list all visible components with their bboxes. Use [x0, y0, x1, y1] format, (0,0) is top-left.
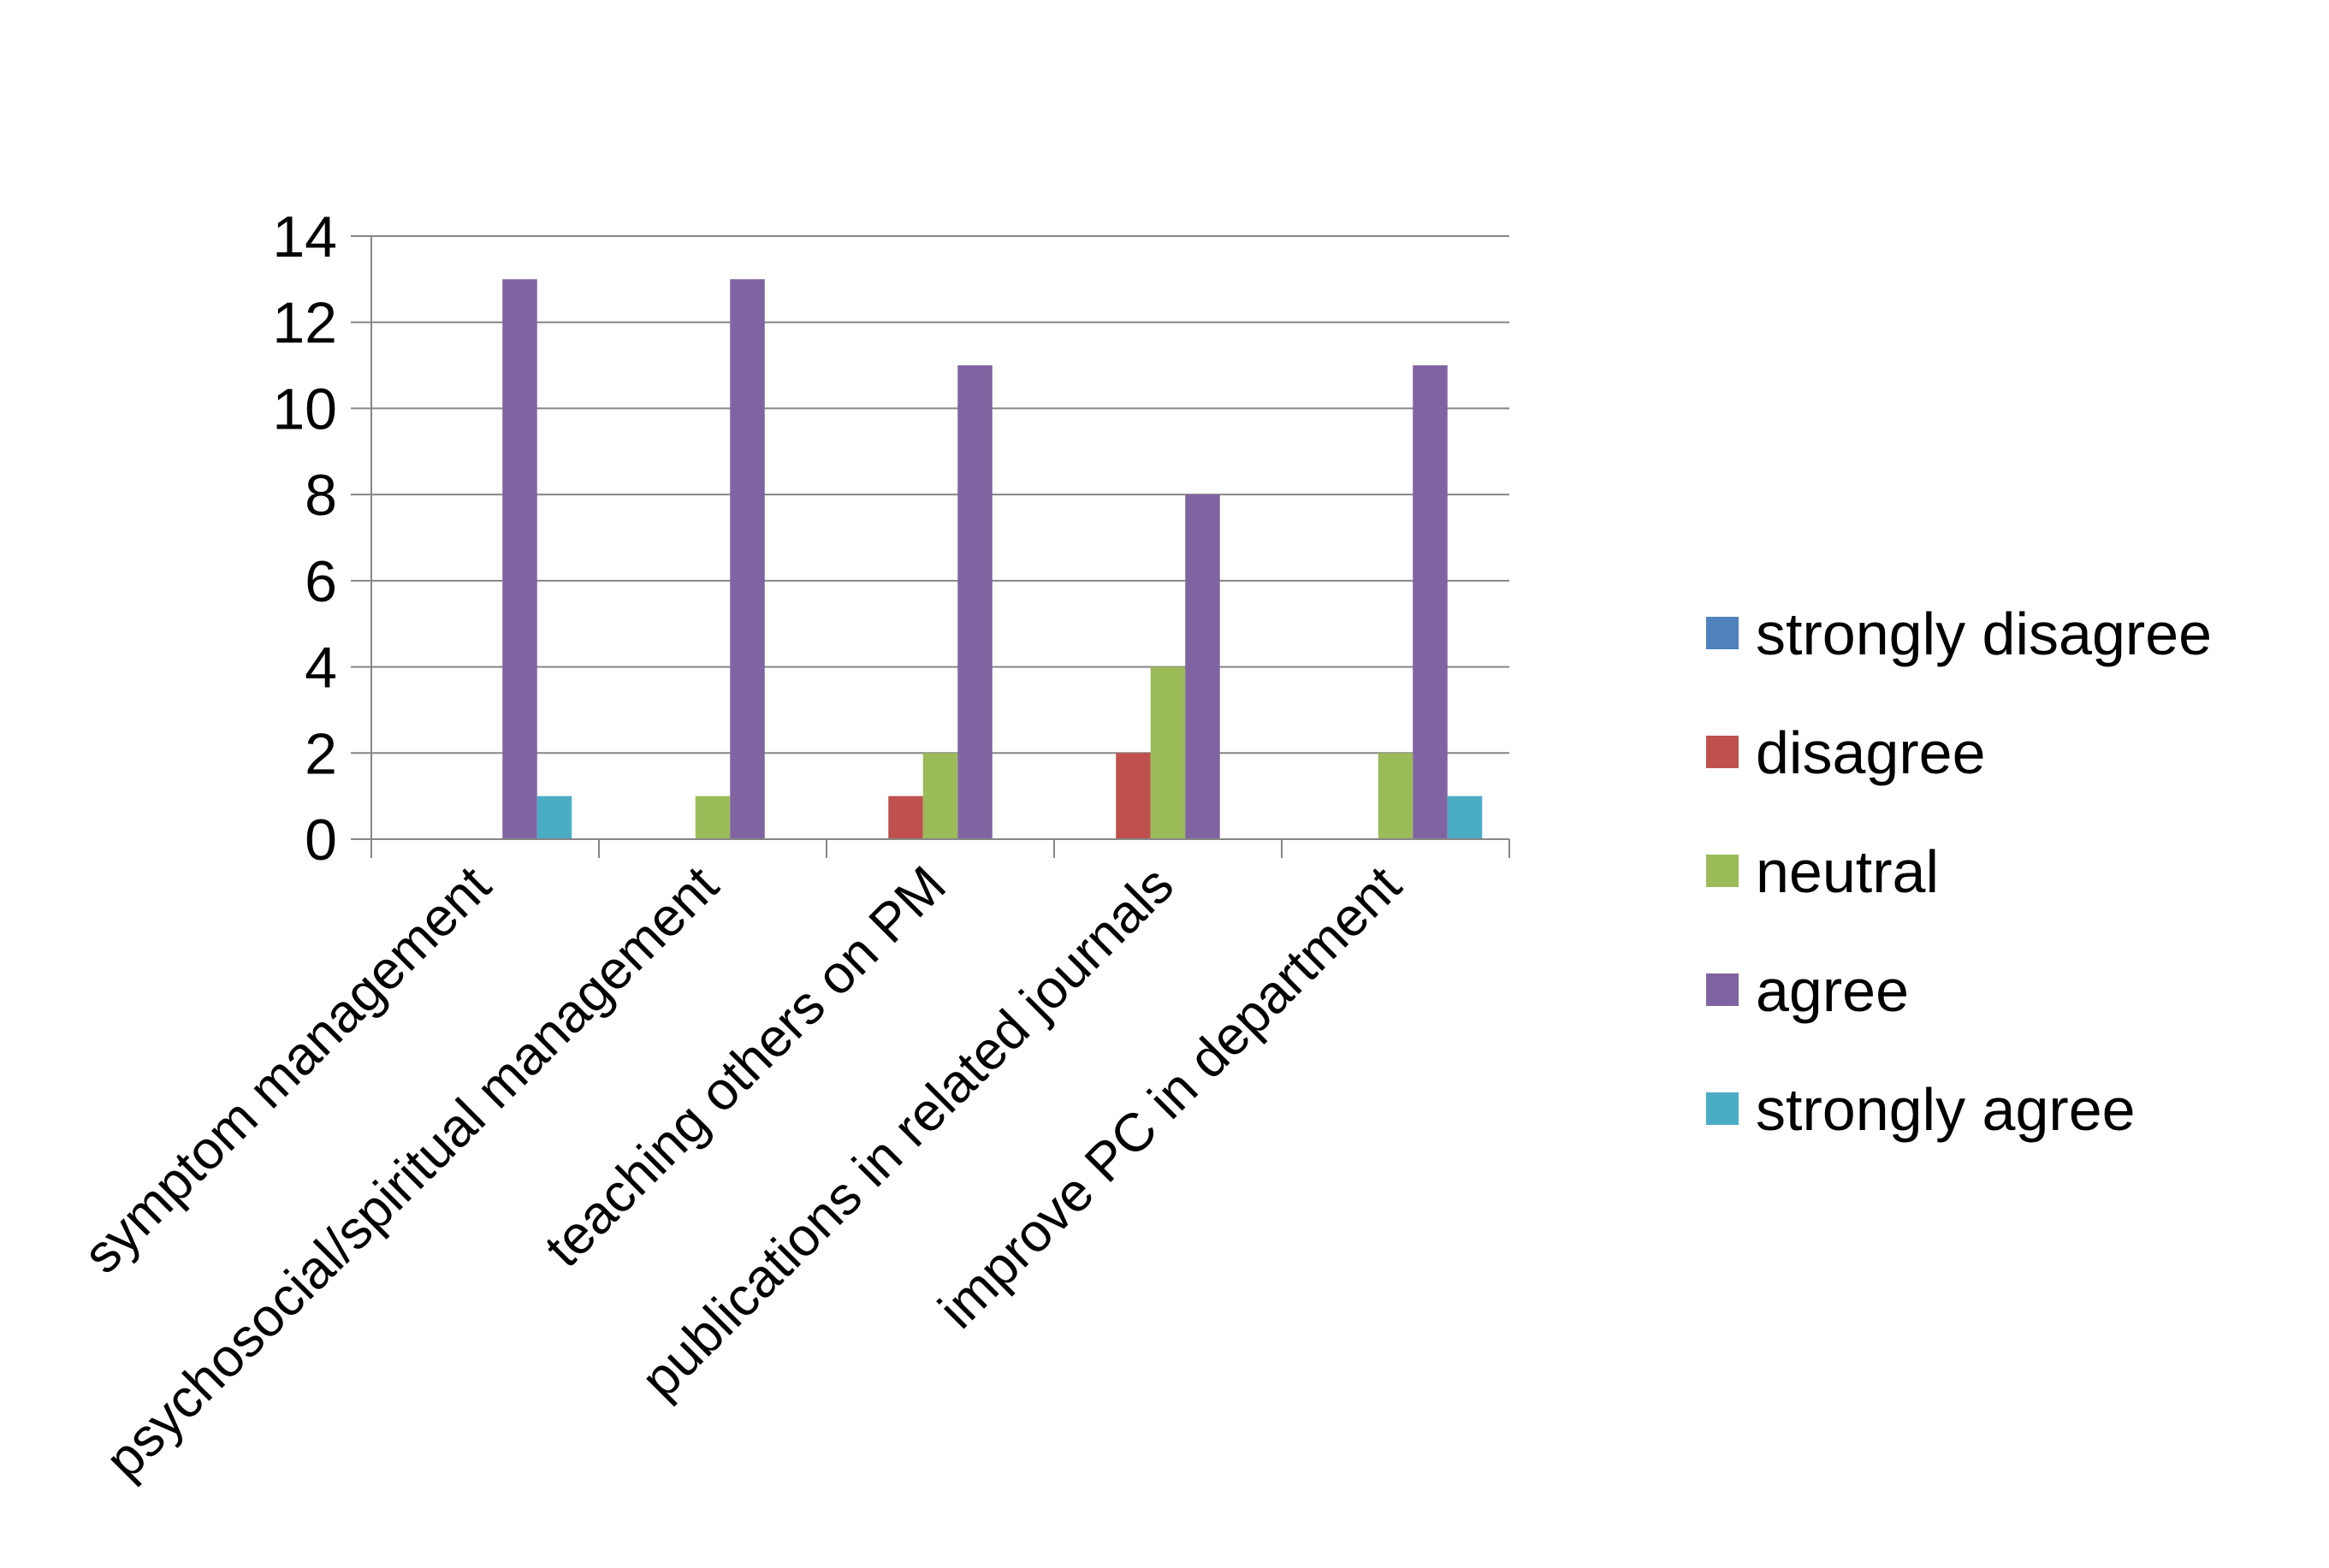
legend-swatch [1706, 973, 1739, 1006]
bar-strongly-agree [1447, 796, 1483, 839]
y-tick-label: 12 [272, 291, 337, 356]
bar-disagree [888, 796, 923, 839]
legend-item: neutral [1706, 838, 1939, 905]
bar-agree [957, 365, 993, 840]
bar-agree [1185, 494, 1220, 839]
legend-label: strongly agree [1756, 1076, 2136, 1143]
legend-label: neutral [1756, 838, 1939, 905]
legend-swatch [1706, 855, 1739, 887]
x-tick-labels: symptom managementpsychosocial/spiritual… [72, 855, 1413, 1490]
bar-neutral [1378, 753, 1413, 839]
y-tick-label: 8 [305, 463, 337, 528]
y-tick-label: 6 [305, 549, 337, 614]
legend: strongly disagree disagree neutral agree str… [1706, 601, 2212, 1143]
y-tick-label: 0 [305, 808, 337, 873]
y-tick-label: 2 [305, 721, 337, 786]
axes [351, 235, 1510, 858]
x-tick-label: teaching others on PM [534, 855, 957, 1278]
y-tick-label: 14 [272, 204, 337, 269]
y-tick-label: 4 [305, 636, 337, 701]
legend-item: disagree [1706, 719, 1986, 786]
bar-agree [1413, 365, 1448, 840]
legend-swatch [1706, 617, 1739, 649]
legend-item: strongly disagree [1706, 601, 2212, 667]
y-tick-labels: 0 2 4 6 8 10 12 14 [272, 204, 337, 873]
bar-agree [730, 279, 765, 839]
bar-neutral [1150, 666, 1186, 839]
bars [502, 279, 1483, 840]
legend-swatch [1706, 736, 1739, 768]
legend-item: agree [1706, 957, 1909, 1024]
gridlines [371, 235, 1509, 754]
bar-neutral [922, 753, 958, 839]
legend-label: disagree [1756, 719, 1986, 786]
bar-strongly-agree [536, 796, 572, 839]
x-tick-label: symptom management [72, 855, 502, 1285]
legend-item: strongly agree [1706, 1076, 2136, 1143]
x-tick-label: improve PC in department [927, 855, 1413, 1340]
legend-label: strongly disagree [1756, 601, 2212, 667]
y-tick-label: 10 [272, 376, 337, 441]
legend-swatch [1706, 1092, 1739, 1125]
bar-neutral [695, 796, 731, 839]
bar-agree [502, 279, 537, 839]
bar-disagree [1116, 753, 1151, 839]
legend-label: agree [1756, 957, 1909, 1024]
